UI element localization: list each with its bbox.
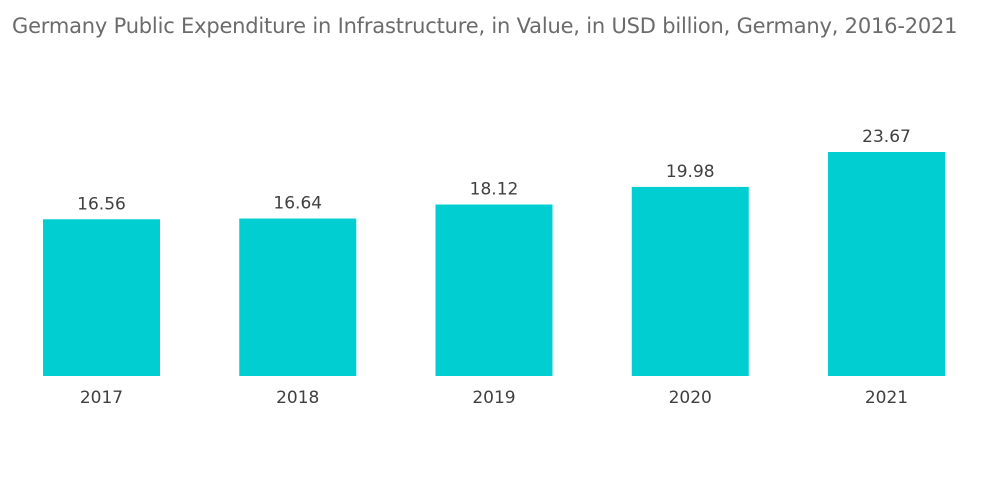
bar-2019 <box>435 204 553 376</box>
x-tick-label-2020: 2020 <box>669 388 712 408</box>
value-label-2020: 19.98 <box>666 162 715 182</box>
chart-title: Germany Public Expenditure in Infrastruc… <box>12 14 958 38</box>
bar-2017 <box>43 219 160 376</box>
value-label-2019: 18.12 <box>470 180 519 200</box>
bar-2021 <box>828 152 945 376</box>
value-label-2018: 16.64 <box>273 194 322 214</box>
bar-2018 <box>239 218 357 376</box>
x-tick-label-2019: 2019 <box>472 388 515 408</box>
bar-2020 <box>631 186 749 376</box>
x-tick-label-2017: 2017 <box>80 388 123 408</box>
value-label-2017: 16.56 <box>77 194 126 214</box>
x-tick-label-2021: 2021 <box>865 388 908 408</box>
x-tick-label-2018: 2018 <box>276 388 319 408</box>
value-label-2021: 23.67 <box>862 127 911 147</box>
